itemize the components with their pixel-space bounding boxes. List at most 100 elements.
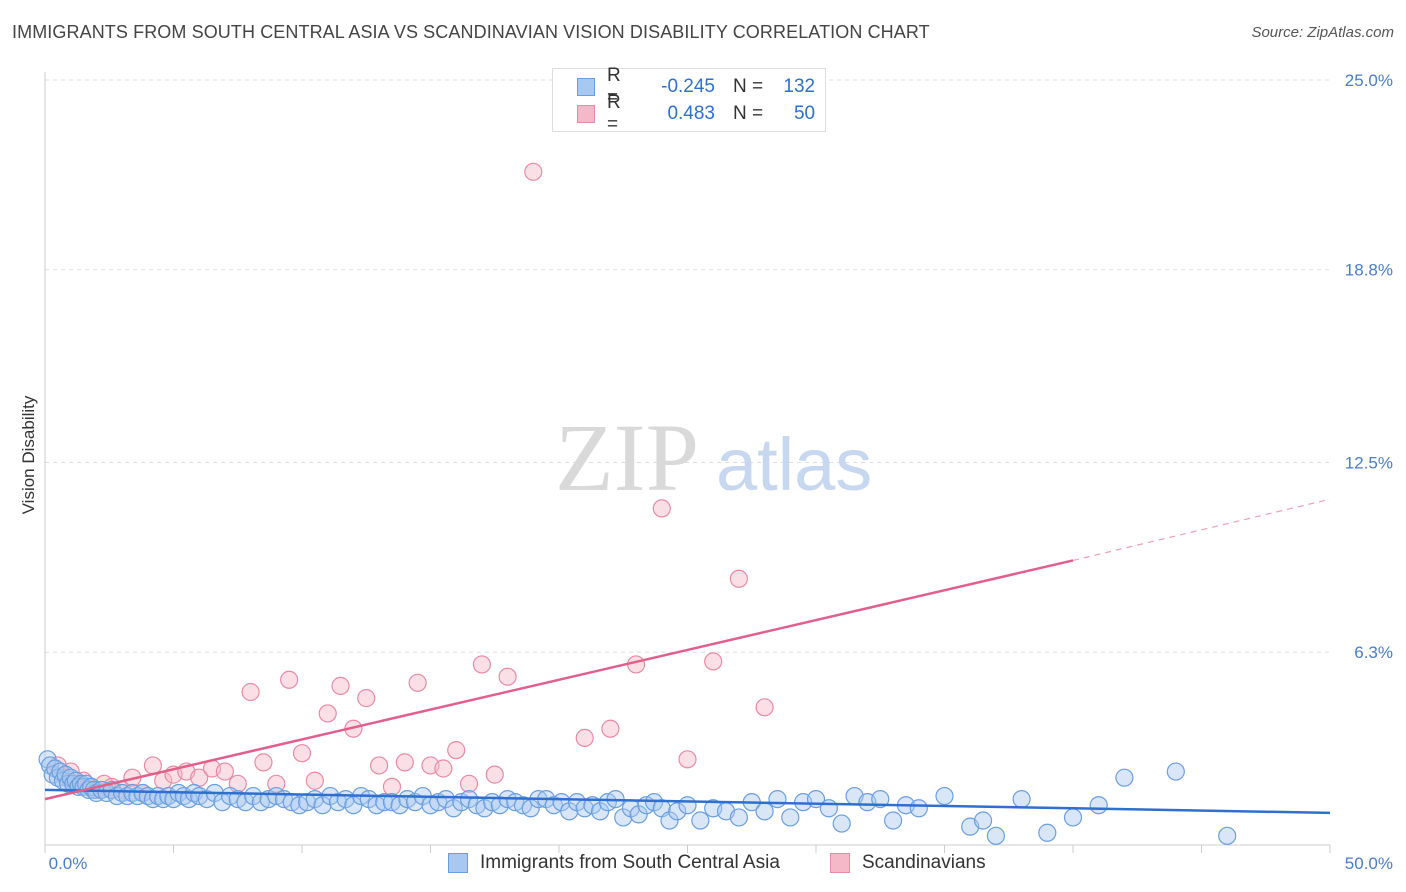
immigrants-point — [629, 805, 648, 824]
grid-layer — [45, 79, 1330, 653]
immigrants-point — [729, 808, 749, 827]
legend-n-label: N = — [733, 76, 764, 97]
immigrants-point — [668, 802, 687, 821]
legend-item-scandinavians[interactable]: Scandinavians — [830, 852, 986, 874]
immigrants-point — [678, 796, 697, 815]
immigrants-point — [1063, 808, 1083, 827]
immigrants-point — [1218, 826, 1237, 845]
trend-lines — [44, 498, 1331, 815]
immigrants-point — [1115, 768, 1134, 787]
watermark-zip: ZIP — [555, 404, 699, 511]
scandinavians-trend-extension — [1072, 498, 1331, 562]
scandinavians-trend-line — [44, 559, 1074, 801]
immigrants-point — [986, 826, 1006, 845]
legend-row-scandinavians: R = 0.483 N = 50 — [577, 92, 816, 135]
scandinavians-point — [254, 753, 273, 772]
legend-label-scandinavians: Scandinavians — [862, 852, 986, 873]
scandinavians-point — [408, 673, 427, 692]
immigrants-point — [871, 789, 890, 809]
scandinavians-point — [280, 670, 299, 689]
immigrants-point — [614, 808, 633, 827]
immigrants-point — [832, 814, 851, 833]
scandinavians-point — [755, 698, 774, 717]
immigrants-point — [560, 802, 579, 821]
legend-r-value: -0.245 — [661, 76, 715, 97]
immigrants-point — [112, 783, 132, 803]
scandinavians-point — [305, 771, 324, 790]
scandinavians-point — [395, 753, 414, 772]
immigrants-point — [1166, 762, 1185, 781]
scandinavians-point — [382, 777, 402, 796]
scandinavians-point — [575, 728, 594, 748]
immigrants-point — [660, 811, 679, 830]
immigrants-point — [1089, 796, 1108, 815]
correlation-legend: R = -0.245 N = 132 R = 0.483 N = 50 — [552, 65, 826, 135]
scandinavians-point — [524, 162, 543, 181]
scandinavians-point — [370, 756, 389, 775]
legend-r-value: 0.483 — [667, 103, 715, 124]
x-tick-label: 50.0% — [1345, 854, 1393, 873]
legend-r-label: R = — [607, 92, 621, 135]
legend-swatch-blue — [577, 78, 595, 96]
immigrants-point — [691, 811, 710, 830]
scandinavians-point — [652, 499, 671, 518]
series-legend: Immigrants from South Central Asia Scand… — [0, 852, 1406, 876]
scandinavians-point — [318, 704, 337, 723]
immigrants-point — [819, 799, 838, 818]
legend-r-label: R = — [607, 65, 621, 108]
y-tick-label: 12.5% — [1345, 454, 1393, 473]
axis-layer: 6.3% 12.5% 18.8% 25.0% 0.0% 50.0% — [44, 71, 1393, 873]
immigrants-point — [909, 799, 928, 818]
scandinavians-point — [485, 765, 504, 784]
immigrants-point — [883, 811, 903, 830]
immigrants-point — [1038, 823, 1057, 842]
immigrants-point — [436, 789, 456, 809]
scandinavians-point — [434, 759, 453, 778]
legend-row-immigrants: R = -0.245 N = 132 — [577, 65, 816, 108]
immigrants-point — [375, 793, 394, 812]
legend-n-value: 132 — [783, 76, 816, 97]
legend-n-value: 50 — [793, 103, 816, 124]
legend-item-immigrants[interactable]: Immigrants from South Central Asia — [448, 852, 780, 874]
immigrants-trend-line — [44, 788, 1331, 815]
scandinavians-point — [678, 750, 697, 769]
source-label: Source: ZipAtlas.com — [1251, 24, 1394, 41]
immigrants-point — [313, 796, 332, 815]
legend-swatch-blue — [448, 853, 468, 873]
scandinavians-point — [459, 774, 479, 793]
scandinavians-point — [357, 689, 376, 708]
immigrants-point — [935, 786, 954, 806]
immigrants-point — [781, 808, 800, 827]
chart-title: IMMIGRANTS FROM SOUTH CENTRAL ASIA VS SC… — [12, 22, 930, 42]
legend-n-label: N = — [733, 103, 764, 124]
immigrants-point — [1012, 789, 1031, 809]
scandinavians-point — [447, 741, 466, 760]
watermark-atlas: atlas — [716, 423, 872, 506]
y-tick-label: 25.0% — [1345, 71, 1393, 90]
scandinavians-point — [215, 762, 234, 781]
scandinavians-point — [292, 744, 312, 763]
scandinavians-point — [729, 569, 749, 588]
scandinavians-point — [331, 676, 350, 695]
y-axis-label: Vision Disability — [19, 395, 38, 514]
legend-label-immigrants: Immigrants from South Central Asia — [480, 852, 780, 873]
immigrants-point — [123, 783, 142, 803]
scandinavians-point — [241, 682, 260, 702]
scandinavians-point — [704, 652, 723, 671]
scandinavians-point — [498, 667, 517, 686]
y-tick-label: 18.8% — [1345, 261, 1393, 280]
y-tick-label: 6.3% — [1354, 643, 1393, 662]
immigrants-point — [755, 802, 774, 821]
scandinavians-point — [472, 655, 491, 674]
immigrants-point — [154, 789, 173, 809]
x-tick-label: 0.0% — [49, 854, 88, 873]
legend-swatch-pink — [577, 105, 595, 123]
immigrants-point — [591, 802, 610, 821]
watermark: ZIP atlas — [555, 404, 872, 511]
legend-swatch-pink — [830, 853, 850, 873]
scandinavians-point — [601, 719, 620, 738]
immigrants-point — [768, 789, 787, 809]
immigrants-point — [973, 811, 993, 830]
immigrants-point — [344, 796, 363, 815]
